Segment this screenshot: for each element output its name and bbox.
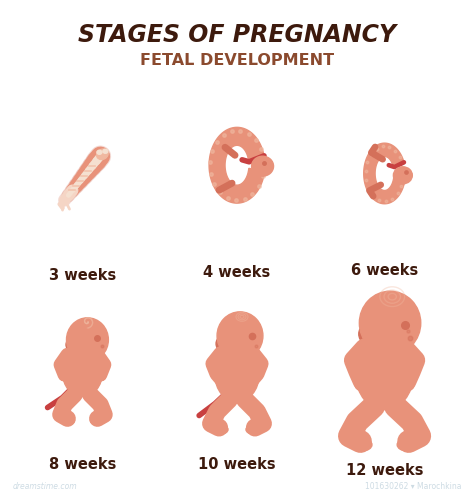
Text: 8 weeks: 8 weeks: [49, 458, 116, 472]
Ellipse shape: [252, 156, 273, 176]
Ellipse shape: [355, 378, 370, 391]
Ellipse shape: [356, 342, 413, 409]
Ellipse shape: [103, 150, 108, 154]
Polygon shape: [364, 143, 405, 204]
Ellipse shape: [217, 378, 229, 388]
Ellipse shape: [66, 318, 109, 362]
Text: 12 weeks: 12 weeks: [346, 464, 423, 478]
Ellipse shape: [63, 348, 102, 397]
Ellipse shape: [97, 149, 108, 160]
Ellipse shape: [60, 372, 70, 380]
Ellipse shape: [95, 372, 105, 380]
Ellipse shape: [359, 291, 421, 355]
Ellipse shape: [353, 438, 372, 451]
Ellipse shape: [216, 338, 224, 349]
Ellipse shape: [397, 438, 416, 451]
Ellipse shape: [393, 167, 412, 184]
Text: 10 weeks: 10 weeks: [198, 458, 276, 472]
Text: 6 weeks: 6 weeks: [351, 264, 418, 278]
Text: 3 weeks: 3 weeks: [49, 268, 116, 283]
Text: dreamstime.com: dreamstime.com: [13, 482, 77, 492]
Polygon shape: [209, 128, 264, 203]
Ellipse shape: [214, 425, 228, 434]
Ellipse shape: [66, 340, 73, 349]
Ellipse shape: [245, 378, 257, 388]
Ellipse shape: [217, 312, 263, 360]
Ellipse shape: [215, 350, 259, 402]
Text: STAGES OF PREGNANCY: STAGES OF PREGNANCY: [78, 22, 396, 46]
Text: 101630262 ▾ Marochkina: 101630262 ▾ Marochkina: [365, 482, 461, 492]
Text: FETAL DEVELOPMENT: FETAL DEVELOPMENT: [140, 52, 334, 68]
Ellipse shape: [253, 157, 273, 175]
Ellipse shape: [359, 326, 369, 342]
Ellipse shape: [63, 416, 74, 424]
Ellipse shape: [91, 416, 102, 424]
Ellipse shape: [97, 150, 102, 154]
Ellipse shape: [399, 378, 414, 391]
Text: 4 weeks: 4 weeks: [203, 265, 271, 280]
Ellipse shape: [246, 425, 260, 434]
